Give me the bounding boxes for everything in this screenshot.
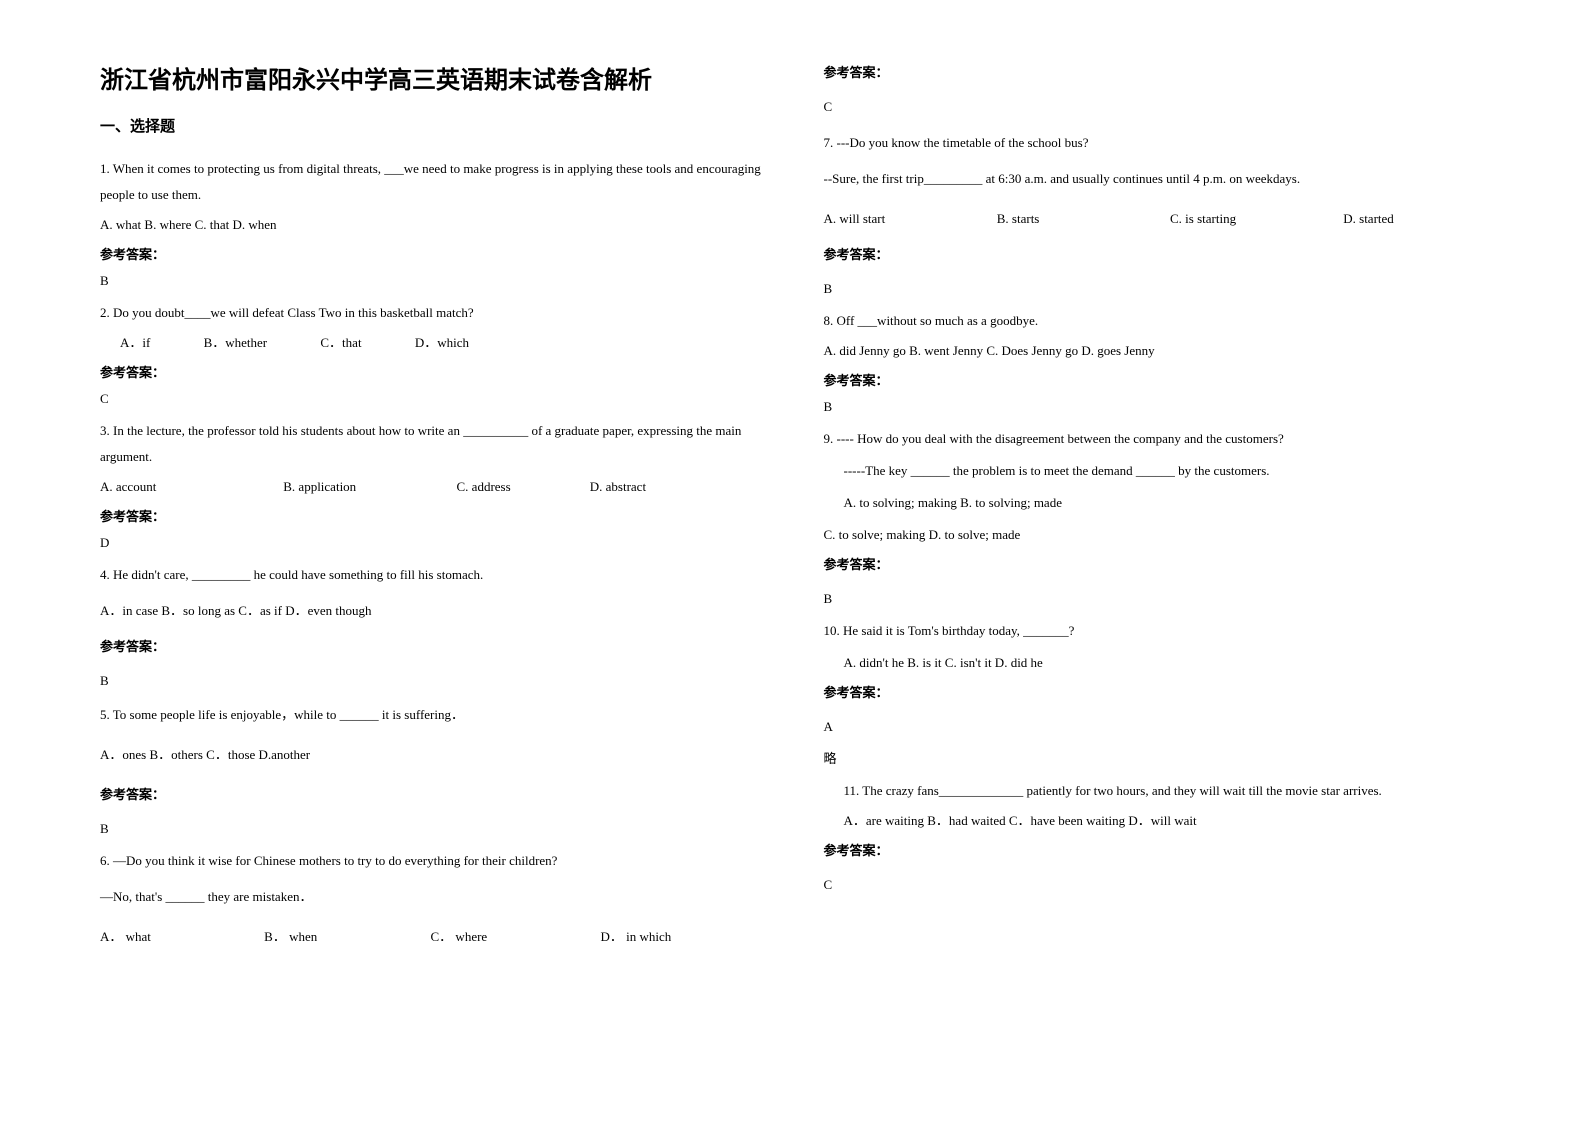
q2-opt-b: B．whether bbox=[204, 330, 268, 356]
q4-text: 4. He didn't care, _________ he could ha… bbox=[100, 562, 764, 588]
q11-answer: C bbox=[824, 872, 1488, 898]
q7-answer-label: 参考答案： bbox=[824, 242, 1488, 268]
q6-opt-a: A． what bbox=[100, 924, 151, 950]
q2-opt-a: A．if bbox=[120, 330, 150, 356]
q3-answer-label: 参考答案： bbox=[100, 504, 764, 530]
q6-answer: C bbox=[824, 94, 1488, 120]
q1-options: A. what B. where C. that D. when bbox=[100, 212, 764, 238]
q7-options: A. will start B. starts C. is starting D… bbox=[824, 206, 1488, 232]
right-column: 参考答案： C 7. ---Do you know the timetable … bbox=[824, 60, 1488, 954]
q10-answer: A bbox=[824, 714, 1488, 740]
q6-opt-d: D． in which bbox=[600, 929, 671, 944]
q3-text: 3. In the lecture, the professor told hi… bbox=[100, 418, 764, 470]
q2-options: A．if B．whether C．that D．which bbox=[100, 330, 764, 356]
q4-answer: B bbox=[100, 668, 764, 694]
q6-options: A． what B． when C． where D． in which bbox=[100, 924, 764, 950]
q7-opt-c: C. is starting bbox=[1170, 206, 1340, 232]
q10-options: A. didn't he B. is it C. isn't it D. did… bbox=[824, 650, 1488, 676]
q7-opt-b: B. starts bbox=[997, 206, 1167, 232]
q2-text: 2. Do you doubt____we will defeat Class … bbox=[100, 300, 764, 326]
q5-answer: B bbox=[100, 816, 764, 842]
q5-text: 5. To some people life is enjoyable，whil… bbox=[100, 702, 764, 728]
q5-options: A．ones B．others C．those D.another bbox=[100, 742, 764, 768]
q10-note: 略 bbox=[824, 746, 1488, 772]
q2-opt-d: D．which bbox=[415, 330, 469, 356]
q7-opt-a: A. will start bbox=[824, 206, 994, 232]
page-container: 浙江省杭州市富阳永兴中学高三英语期末试卷含解析 一、选择题 1. When it… bbox=[100, 60, 1487, 954]
q9-answer: B bbox=[824, 586, 1488, 612]
q11-answer-label: 参考答案： bbox=[824, 838, 1488, 864]
q3-opt-d: D. abstract bbox=[590, 474, 646, 500]
q2-answer: C bbox=[100, 386, 764, 412]
q2-answer-label: 参考答案： bbox=[100, 360, 764, 386]
q4-answer-label: 参考答案： bbox=[100, 634, 764, 660]
q3-options: A. account B. application C. address D. … bbox=[100, 474, 764, 500]
q8-answer: B bbox=[824, 394, 1488, 420]
q7-opt-d: D. started bbox=[1343, 206, 1394, 232]
q8-options: A. did Jenny go B. went Jenny C. Does Je… bbox=[824, 338, 1488, 364]
q11-text: 11. The crazy fans_____________ patientl… bbox=[824, 778, 1488, 804]
q9-answer-label: 参考答案： bbox=[824, 552, 1488, 578]
q1-text: 1. When it comes to protecting us from d… bbox=[100, 156, 764, 208]
q6-text: 6. —Do you think it wise for Chinese mot… bbox=[100, 848, 764, 874]
q10-text: 10. He said it is Tom's birthday today, … bbox=[824, 618, 1488, 644]
q9-options2: C. to solve; making D. to solve; made bbox=[824, 522, 1488, 548]
q7-text: 7. ---Do you know the timetable of the s… bbox=[824, 130, 1488, 156]
q5-answer-label: 参考答案： bbox=[100, 782, 764, 808]
q8-text: 8. Off ___without so much as a goodbye. bbox=[824, 308, 1488, 334]
q3-opt-a: A. account bbox=[100, 474, 280, 500]
document-title: 浙江省杭州市富阳永兴中学高三英语期末试卷含解析 bbox=[100, 60, 764, 95]
q7-answer: B bbox=[824, 276, 1488, 302]
q9-text2: -----The key ______ the problem is to me… bbox=[824, 458, 1488, 484]
q2-opt-c: C．that bbox=[320, 330, 361, 356]
left-column: 浙江省杭州市富阳永兴中学高三英语期末试卷含解析 一、选择题 1. When it… bbox=[100, 60, 764, 954]
q9-text: 9. ---- How do you deal with the disagre… bbox=[824, 426, 1488, 452]
section-header: 一、选择题 bbox=[100, 115, 764, 136]
q6-answer-label: 参考答案： bbox=[824, 60, 1488, 86]
q9-options1: A. to solving; making B. to solving; mad… bbox=[824, 490, 1488, 516]
q7-text2: --Sure, the first trip_________ at 6:30 … bbox=[824, 166, 1488, 192]
q3-answer: D bbox=[100, 530, 764, 556]
q3-opt-c: C. address bbox=[457, 474, 587, 500]
q3-opt-b: B. application bbox=[283, 474, 453, 500]
q4-options: A．in case B．so long as C．as if D．even th… bbox=[100, 598, 764, 624]
q1-answer: B bbox=[100, 268, 764, 294]
q6-text2: —No, that's ______ they are mistaken． bbox=[100, 884, 764, 910]
q1-answer-label: 参考答案： bbox=[100, 242, 764, 268]
q10-answer-label: 参考答案： bbox=[824, 680, 1488, 706]
q6-opt-c: C． where bbox=[431, 924, 488, 950]
q6-opt-b: B． when bbox=[264, 924, 317, 950]
q8-answer-label: 参考答案： bbox=[824, 368, 1488, 394]
q11-options: A．are waiting B．had waited C．have been w… bbox=[824, 808, 1488, 834]
